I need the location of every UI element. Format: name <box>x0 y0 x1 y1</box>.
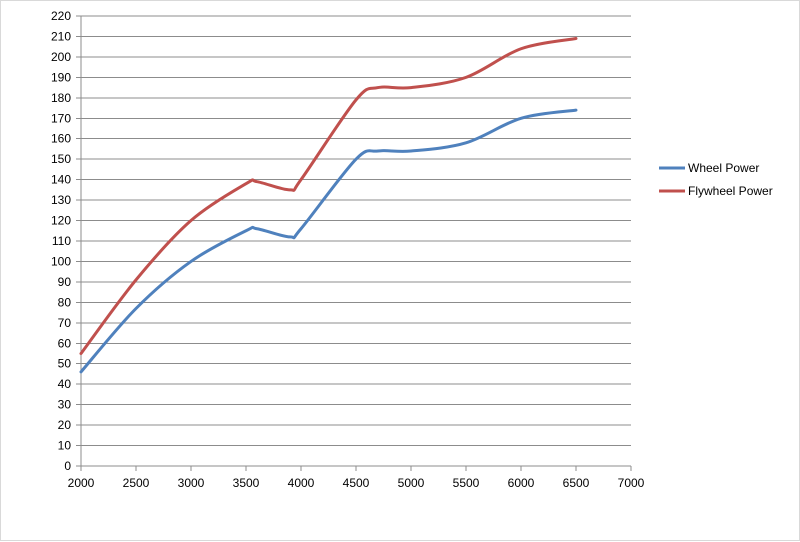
x-tick-label: 6500 <box>563 476 590 490</box>
x-tick-label: 3500 <box>233 476 260 490</box>
gridlines <box>81 15 631 467</box>
y-tick-label: 120 <box>51 214 71 228</box>
axes: 0 10 20 30 40 50 60 70 80 90 100 110 120 130 140 150 160… <box>51 9 645 490</box>
y-tick-label: 60 <box>58 336 72 350</box>
series-line-wheel-power <box>79 108 578 374</box>
y-tick-label: 100 <box>51 254 71 268</box>
y-tick-label: 150 <box>51 152 71 166</box>
y-tick-label: 40 <box>58 377 72 391</box>
x-tick-label: 4500 <box>343 476 370 490</box>
x-tick-label: 2000 <box>68 476 95 490</box>
y-tick-label: 80 <box>58 295 72 309</box>
legend: Wheel Power Flywheel Power <box>659 161 773 198</box>
y-tick-label: 20 <box>58 418 72 432</box>
x-tick-label: 4000 <box>288 476 315 490</box>
y-tick-label: 0 <box>64 459 71 473</box>
y-tick-label: 30 <box>58 398 72 412</box>
y-tick-label: 130 <box>51 193 71 207</box>
y-tick-label: 110 <box>52 234 71 248</box>
y-tick-label: 170 <box>51 111 71 125</box>
y-tick-label: 50 <box>58 357 72 371</box>
x-tick-label: 3000 <box>178 476 205 490</box>
y-tick-label: 90 <box>58 275 72 289</box>
series-line-flywheel-power <box>79 37 578 355</box>
series-lines <box>79 37 578 374</box>
y-tick-label: 180 <box>51 91 71 105</box>
y-tick-label: 70 <box>58 316 72 330</box>
y-tick-label: 210 <box>51 29 71 43</box>
y-tick-label: 190 <box>51 70 71 84</box>
legend-label-flywheel-power: Flywheel Power <box>688 184 773 198</box>
y-tick-label: 160 <box>51 132 71 146</box>
x-tick-label: 5500 <box>453 476 480 490</box>
y-tick-label: 220 <box>51 9 71 23</box>
x-tick-label: 7000 <box>618 476 645 490</box>
y-tick-label: 10 <box>58 439 72 453</box>
x-tick-label: 5000 <box>398 476 425 490</box>
y-tick-label: 140 <box>51 173 71 187</box>
x-tick-label: 6000 <box>508 476 535 490</box>
y-tick-label: 200 <box>51 50 71 64</box>
x-tick-label: 2500 <box>123 476 150 490</box>
legend-label-wheel-power: Wheel Power <box>688 161 759 175</box>
